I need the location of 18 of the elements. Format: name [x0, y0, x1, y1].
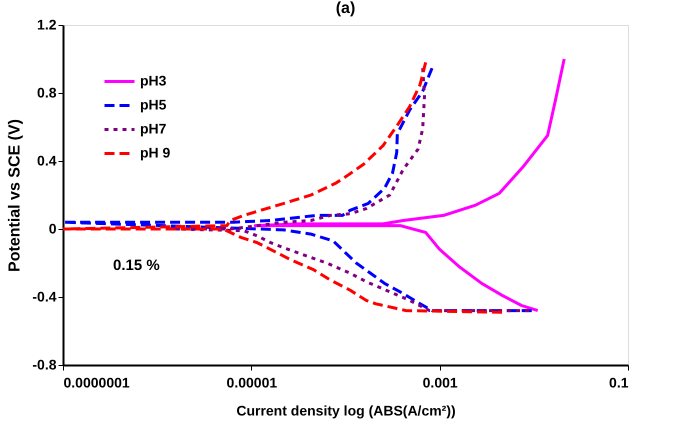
chart-title: (a): [336, 0, 356, 17]
y-tick-label: -0.8: [32, 356, 57, 372]
x-axis-title: Current density log (ABS(A/cm²)): [236, 402, 456, 418]
x-tick-label: 0.1: [609, 374, 629, 390]
x-tick-label: 0.001: [422, 374, 458, 390]
legend-label: pH5: [140, 96, 167, 112]
legend-label: pH3: [140, 72, 167, 88]
annotation: 0.15 %: [113, 257, 160, 274]
y-tick-label: 0.4: [37, 152, 57, 168]
y-tick-label: -0.4: [32, 288, 57, 304]
y-axis-title: Potential vs SCE (V): [6, 119, 24, 272]
y-tick-label: 1.2: [37, 16, 57, 32]
legend-label: pH7: [140, 120, 167, 136]
x-tick-label: 0.0000001: [64, 374, 130, 390]
legend-label: pH 9: [140, 144, 171, 160]
y-tick-label: 0.8: [37, 84, 57, 100]
y-tick-label: 0: [48, 220, 57, 236]
x-tick-label: 0.00001: [226, 374, 278, 390]
